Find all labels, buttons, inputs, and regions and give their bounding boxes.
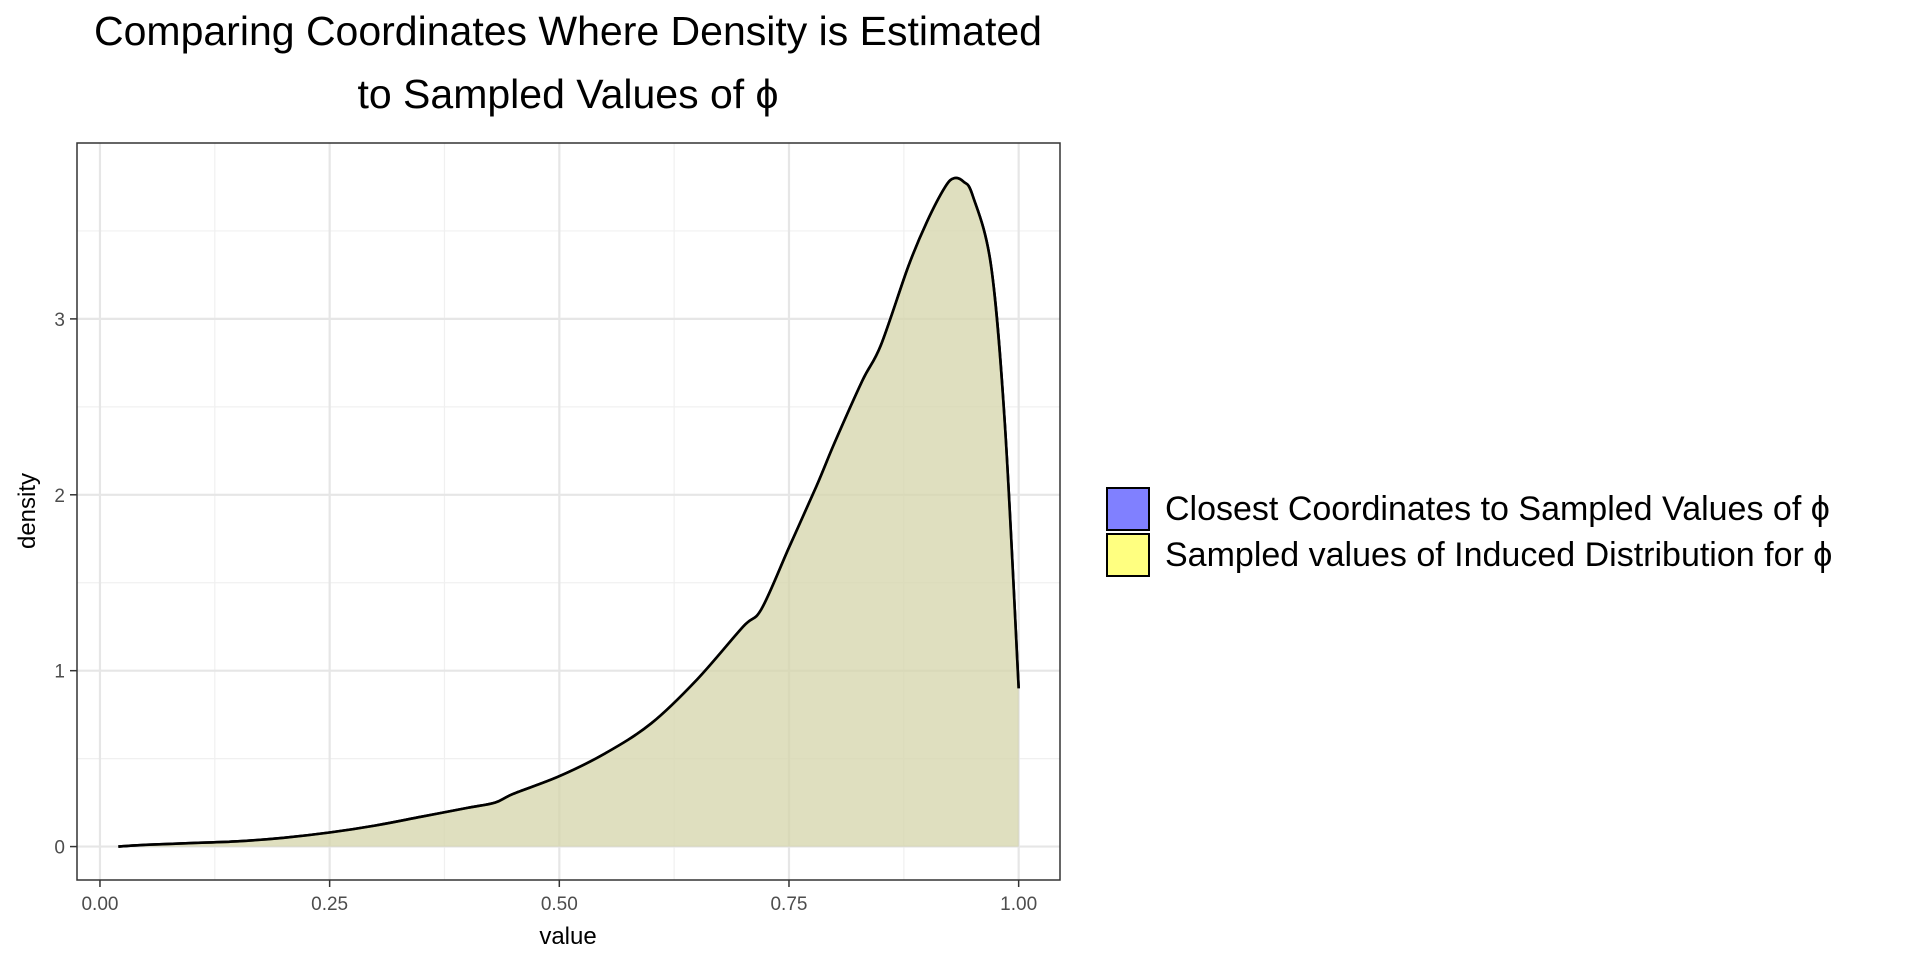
- y-tick-label: 2: [54, 486, 65, 507]
- y-tick-label: 3: [54, 310, 65, 331]
- x-tick-label: 1.00: [1000, 894, 1037, 915]
- legend-swatch-closest: [1106, 487, 1150, 531]
- density-areas: [118, 176, 1020, 848]
- chart-title-line-2: to Sampled Values of ϕ: [357, 71, 778, 117]
- x-tick-label: 0.00: [81, 894, 118, 915]
- y-axis-title: density: [14, 473, 41, 549]
- x-axis-title: value: [539, 923, 596, 950]
- density-line-1: [118, 176, 1020, 848]
- legend: Closest Coordinates to Sampled Values of…: [1106, 487, 1832, 577]
- density-area-1: [118, 177, 1019, 847]
- plot-border: [76, 142, 1061, 881]
- y-tick-label: 0: [54, 838, 65, 859]
- x-tick-label: 0.75: [770, 894, 807, 915]
- x-axis: 0.00 0.25 0.50 0.75 1.00: [81, 880, 1037, 915]
- y-tick-label: 1: [54, 662, 65, 683]
- x-tick-label: 0.50: [541, 894, 578, 915]
- y-axis: 0 1 2 3: [54, 310, 77, 859]
- legend-swatch-sampled: [1106, 533, 1150, 577]
- legend-label-sampled: Sampled values of Induced Distribution f…: [1165, 536, 1832, 574]
- chart-title-line-1: Comparing Coordinates Where Density is E…: [94, 8, 1042, 54]
- legend-label-closest: Closest Coordinates to Sampled Values of…: [1165, 490, 1830, 528]
- x-tick-label: 0.25: [311, 894, 348, 915]
